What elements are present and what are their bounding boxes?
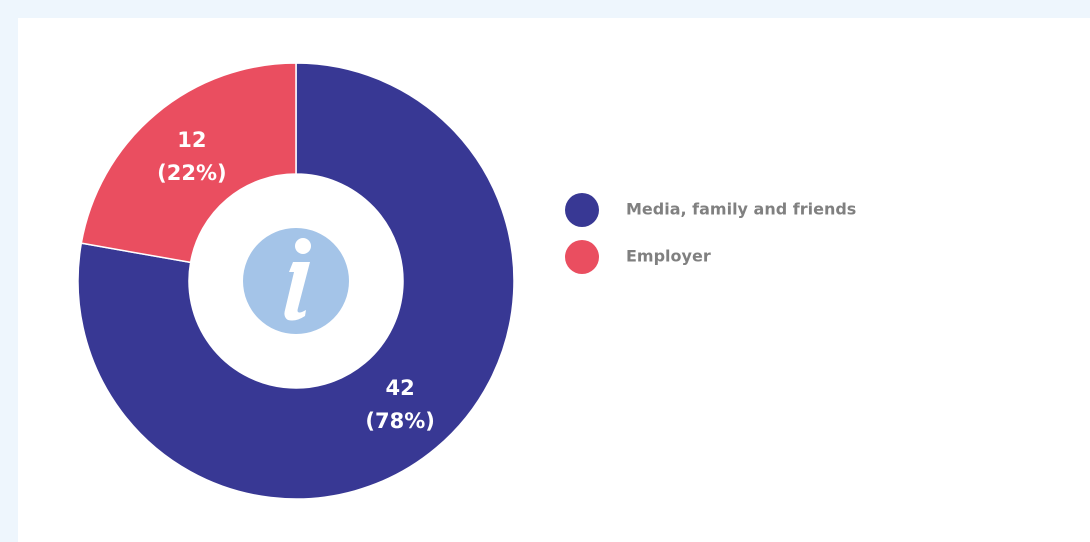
donut-slice	[80, 62, 297, 264]
data-label-value: 12	[177, 128, 206, 152]
data-label-percent: (22%)	[157, 161, 226, 185]
info-icon	[243, 228, 349, 334]
info-dot	[295, 238, 311, 254]
data-label-percent: (78%)	[365, 409, 434, 433]
legend-swatch	[565, 240, 599, 274]
legend-label: Media, family and friends	[626, 200, 856, 219]
donut-slice	[77, 62, 515, 500]
legend-label: Employer	[626, 247, 711, 266]
data-label-value: 42	[386, 376, 415, 400]
legend-swatch	[565, 193, 599, 227]
info-stem	[284, 262, 310, 321]
